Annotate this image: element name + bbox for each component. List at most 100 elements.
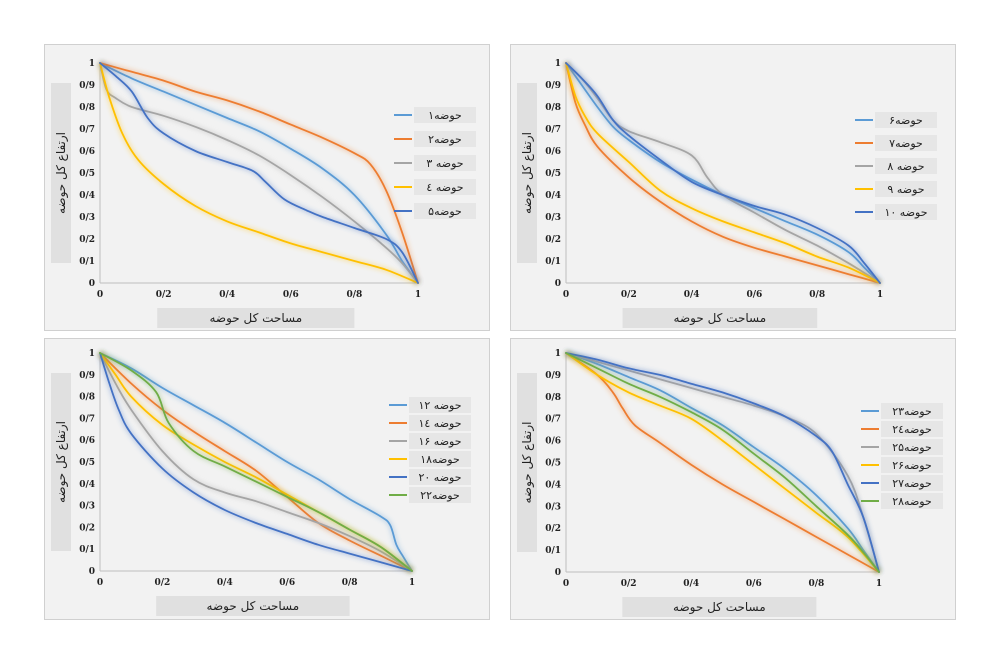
x-tick-label: 0 [97,578,103,588]
series-line [565,352,880,573]
legend-label: حوضه۷ [889,137,923,150]
y-tick-label: 0/9 [545,81,561,91]
y-tick-label: 0/6 [545,437,561,447]
x-axis-title-text: مساحت کل حوضه [207,599,300,614]
series-line [565,352,880,573]
series-line [565,352,880,573]
legend-label: حوضه۲۲ [420,489,460,502]
y-axis-title: ارتفاع کل حوضه [517,373,537,552]
legend-item: حوضه ۱۲ [389,397,471,413]
y-tick-label: 0/3 [545,502,561,512]
y-tick-label: 0/8 [79,103,95,113]
y-tick-label: 0 [555,279,561,289]
y-tick-label: 0/4 [545,480,561,490]
legend-label: حوضه۶ [889,114,923,127]
legend-label-bg [409,415,471,431]
series-line [565,62,881,284]
legend-label-bg [875,135,937,151]
x-axis-title: مساحت کل حوضه [157,308,355,328]
x-tick-label: 0/2 [154,578,170,588]
legend-item: حوضه ۹ [855,181,937,197]
series-line [99,352,413,572]
legend-label: حوضه۲۸ [892,495,932,508]
legend-label-bg [881,493,943,509]
y-tick-label: 0/8 [545,393,561,403]
legend-label-bg [414,107,476,123]
x-tick-label: 1 [409,578,415,588]
y-tick-label: 0/3 [79,502,95,512]
legend-label: حوضه۲۶ [892,459,932,472]
y-tick-label: 0 [555,568,561,578]
y-tick-label: 0/9 [79,81,95,91]
y-tick-label: 0/3 [79,213,95,223]
y-tick-label: 0 [89,279,95,289]
y-tick-label: 0/3 [545,213,561,223]
legend-item: حوضه۲۳ [861,403,943,419]
y-tick-label: 0/2 [79,235,95,245]
legend-label-bg [881,403,943,419]
y-tick-label: 1 [89,59,95,69]
x-tick-label: 0/6 [279,578,295,588]
series-line-glow [564,61,882,285]
y-axis-title-box [51,373,71,551]
legend-item: حوضه۱۸ [389,451,471,467]
x-axis-title-box [622,597,817,617]
y-tick-label: 0/2 [79,523,95,533]
legend-label: حوضه ٤ [426,181,463,194]
x-tick-label: 0/4 [217,578,233,588]
x-axis-title-text: مساحت کل حوضه [674,311,767,326]
chart-panel-4: ارتفاع کل حوضه مساحت کل حوضه 0 0/1 0/2 0/3 0/4… [510,338,956,620]
legend-label-bg [875,158,937,174]
y-tick-label: 0/1 [545,257,561,267]
legend-item: حوضه۲۵ [861,439,943,455]
y-axis-title: ارتفاع کل حوضه [51,373,71,551]
y-tick-label: 0/1 [79,545,95,555]
y-tick-label: 0/6 [79,436,95,446]
y-tick-label: 0/1 [545,546,561,556]
y-tick-label: 0/9 [545,371,561,381]
series-line [99,62,419,284]
x-tick-label: 0/2 [621,579,637,589]
x-tick-label: 1 [876,579,882,589]
legend-label-bg [875,181,937,197]
legend-label-bg [881,475,943,491]
y-tick-label: 0/6 [545,147,561,157]
legend-label-bg [409,397,471,413]
series-line [99,62,419,284]
y-tick-label: 0/5 [545,169,561,179]
x-tick-label: 0/4 [683,579,699,589]
legend-item: حوضه۵ [394,203,476,219]
y-tick-label: 0/1 [79,257,95,267]
legend-label-bg [414,155,476,171]
legend-label-bg [409,487,471,503]
series-line-glow [564,350,881,574]
legend-item: حوضه۲۸ [861,493,943,509]
legend-item: حوضه۶ [855,112,937,128]
legend-label: حوضه۲٤ [892,423,932,436]
x-axis-title-box [157,308,355,328]
legend-label-bg [875,204,937,220]
legend-item: حوضه ۳ [394,155,476,171]
x-axis-title: مساحت کل حوضه [156,596,350,616]
legend-label: حوضه۱ [428,109,462,122]
legend-label: حوضه ۸ [887,160,924,173]
x-axis-title: مساحت کل حوضه [622,308,818,328]
x-tick-label: 0 [563,579,569,589]
chart-svg-3: ارتفاع کل حوضه مساحت کل حوضه 0 0/1 0/2 0/3 0/4… [51,349,471,616]
legend-label-bg [875,112,937,128]
y-axis-title-text: ارتفاع کل حوضه [520,421,535,503]
legend-label-bg [414,131,476,147]
x-tick-label: 0/8 [346,290,362,300]
y-tick-label: 0/6 [79,147,95,157]
legend-label: حوضه ١٤ [418,417,461,430]
y-tick-label: 0/4 [545,191,561,201]
x-tick-label: 0/6 [746,579,762,589]
x-axis-title-box [622,308,818,328]
series-line [99,352,413,572]
legend-label: حوضه ۱۶ [418,435,461,448]
legend-label-bg [881,457,943,473]
y-tick-label: 0/8 [545,103,561,113]
series-line-glow [564,61,882,286]
y-tick-label: 0/4 [79,191,95,201]
legend-label: حوضه ۹ [887,183,924,196]
